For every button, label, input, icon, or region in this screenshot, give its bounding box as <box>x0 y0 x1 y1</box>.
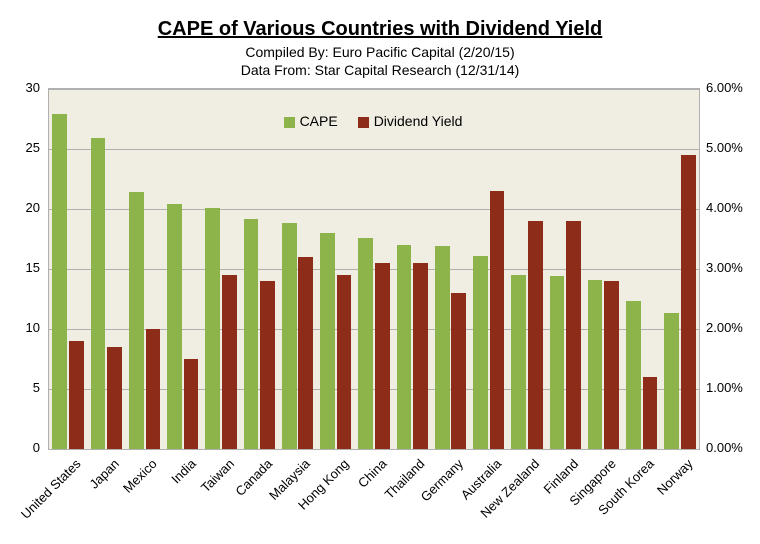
bar-dividend-yield <box>298 257 313 449</box>
ytick-right: 1.00% <box>706 380 743 395</box>
ytick-right: 3.00% <box>706 260 743 275</box>
ytick-right: 4.00% <box>706 200 743 215</box>
bar-cape <box>511 275 526 449</box>
bar-dividend-yield <box>413 263 428 449</box>
chart-subtitle-2: Data From: Star Capital Research (12/31/… <box>0 62 760 78</box>
legend-label: Dividend Yield <box>374 113 463 129</box>
bar-dividend-yield <box>222 275 237 449</box>
bar-dividend-yield <box>528 221 543 449</box>
bar-cape <box>358 238 373 449</box>
xlabel: China <box>355 456 390 491</box>
bar-cape <box>588 280 603 449</box>
bar-cape <box>550 276 565 449</box>
gridline <box>49 209 699 210</box>
ytick-left: 15 <box>0 260 40 275</box>
bar-cape <box>664 313 679 449</box>
bar-cape <box>129 192 144 449</box>
bar-cape <box>244 219 259 449</box>
bar-cape <box>320 233 335 449</box>
ytick-right: 6.00% <box>706 80 743 95</box>
plot-area <box>48 88 700 450</box>
bar-dividend-yield <box>490 191 505 449</box>
bar-cape <box>435 246 450 449</box>
ytick-right: 5.00% <box>706 140 743 155</box>
bar-cape <box>397 245 412 449</box>
bar-dividend-yield <box>643 377 658 449</box>
ytick-left: 10 <box>0 320 40 335</box>
ytick-left: 20 <box>0 200 40 215</box>
bar-dividend-yield <box>451 293 466 449</box>
bar-dividend-yield <box>604 281 619 449</box>
bar-dividend-yield <box>184 359 199 449</box>
bar-dividend-yield <box>69 341 84 449</box>
bar-dividend-yield <box>337 275 352 449</box>
legend-swatch <box>358 117 369 128</box>
xlabel: Taiwan <box>197 456 236 495</box>
bar-dividend-yield <box>681 155 696 449</box>
bar-cape <box>282 223 297 449</box>
chart-container: CAPE of Various Countries with Dividend … <box>0 0 760 538</box>
bar-cape <box>52 114 67 449</box>
chart-subtitle-1: Compiled By: Euro Pacific Capital (2/20/… <box>0 44 760 60</box>
bar-dividend-yield <box>375 263 390 449</box>
chart-title: CAPE of Various Countries with Dividend … <box>0 18 760 41</box>
legend: CAPE Dividend Yield <box>48 112 698 130</box>
gridline <box>49 449 699 450</box>
ytick-left: 5 <box>0 380 40 395</box>
xlabel: India <box>168 456 199 487</box>
bar-dividend-yield <box>107 347 122 449</box>
ytick-left: 0 <box>0 440 40 455</box>
ytick-right: 0.00% <box>706 440 743 455</box>
x-axis-labels: United StatesJapanMexicoIndiaTaiwanCanad… <box>48 454 698 544</box>
xlabel: Mexico <box>120 456 160 496</box>
bar-dividend-yield <box>566 221 581 449</box>
bar-dividend-yield <box>146 329 161 449</box>
bar-cape <box>473 256 488 449</box>
legend-item: Dividend Yield <box>358 113 463 129</box>
ytick-left: 30 <box>0 80 40 95</box>
bar-cape <box>91 138 106 449</box>
ytick-right: 2.00% <box>706 320 743 335</box>
gridline <box>49 89 699 90</box>
gridline <box>49 149 699 150</box>
xlabel: United States <box>18 456 84 522</box>
bar-dividend-yield <box>260 281 275 449</box>
legend-swatch <box>284 117 295 128</box>
bar-cape <box>205 208 220 449</box>
xlabel: Japan <box>86 456 122 492</box>
bar-cape <box>167 204 182 449</box>
legend-item: CAPE <box>284 113 338 129</box>
legend-label: CAPE <box>300 113 338 129</box>
ytick-left: 25 <box>0 140 40 155</box>
xlabel: Norway <box>654 456 696 498</box>
bar-cape <box>626 301 641 449</box>
